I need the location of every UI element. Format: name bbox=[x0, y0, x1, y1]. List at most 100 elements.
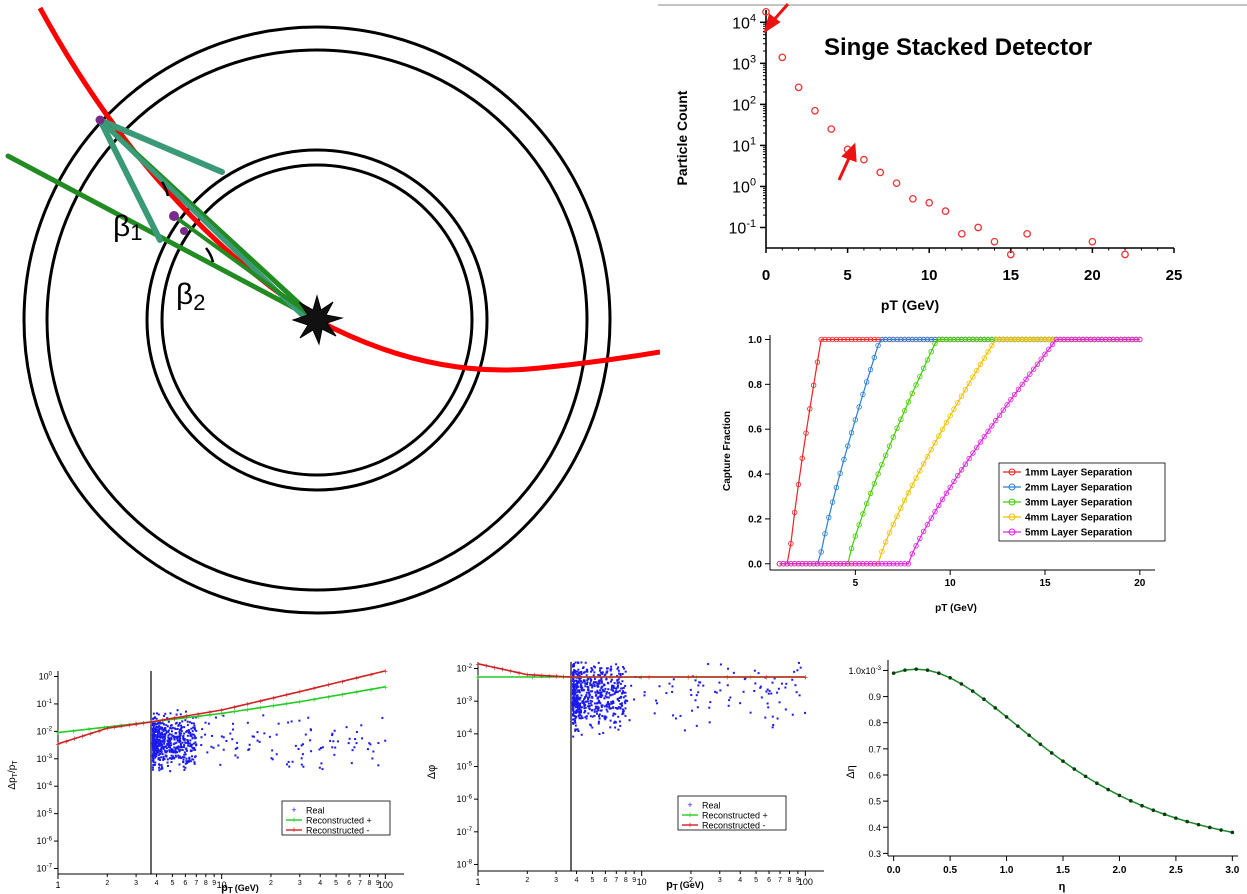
recon-minus-line-marker: + bbox=[160, 716, 166, 724]
real-point bbox=[643, 694, 646, 697]
real-point bbox=[598, 713, 601, 716]
real-point bbox=[177, 756, 180, 759]
real-point bbox=[585, 695, 588, 698]
real-point bbox=[580, 711, 583, 714]
x-tick-label: 4 bbox=[738, 877, 742, 884]
x-tick-label: 3.0 bbox=[1225, 865, 1239, 876]
real-point bbox=[619, 682, 622, 685]
real-point bbox=[155, 730, 158, 733]
real-point bbox=[600, 695, 603, 698]
deta-marker bbox=[1038, 742, 1043, 747]
real-point bbox=[171, 750, 174, 753]
recon-plus-line-marker: + bbox=[258, 704, 264, 712]
series-marker bbox=[875, 471, 881, 477]
real-point bbox=[157, 733, 160, 736]
real-point bbox=[578, 671, 581, 674]
real-point bbox=[160, 766, 163, 769]
series-marker bbox=[879, 336, 885, 343]
series-marker bbox=[886, 443, 893, 449]
x-tick-label: 8 bbox=[624, 877, 628, 884]
plot-axes: 0.0 0.5 1.0 1.5 2.0 2.5 3.0 1.0x10-3 0.9 0.8 0.7 0.… bbox=[849, 660, 1240, 876]
series-marker bbox=[1049, 341, 1056, 348]
series-marker bbox=[996, 336, 1003, 343]
real-point bbox=[615, 687, 618, 690]
real-point bbox=[621, 673, 624, 676]
real-point bbox=[605, 692, 608, 695]
y-tick-label-exp: -6 bbox=[47, 835, 53, 842]
recon-plus-line-marker: + bbox=[183, 714, 189, 722]
real-point bbox=[578, 703, 581, 706]
series-marker bbox=[894, 425, 900, 431]
series-marker bbox=[920, 460, 927, 467]
real-point bbox=[587, 686, 590, 689]
deta-marker bbox=[1061, 759, 1065, 764]
x-axis-label: pT (GeV) bbox=[221, 882, 259, 894]
series-marker bbox=[1030, 336, 1037, 343]
real-point bbox=[173, 749, 176, 752]
real-point bbox=[623, 700, 626, 703]
real-point bbox=[187, 744, 190, 747]
x-tick-label: 5 bbox=[754, 877, 758, 884]
y-tick-label: 10-4 bbox=[37, 780, 53, 791]
recon-minus-line-marker: + bbox=[546, 672, 552, 680]
real-point bbox=[353, 746, 356, 749]
real-point bbox=[610, 701, 613, 704]
real-point bbox=[575, 679, 578, 682]
real-point bbox=[160, 750, 163, 753]
real-point bbox=[579, 683, 582, 686]
real-point bbox=[160, 763, 163, 766]
y-axis-label: Particle Count bbox=[674, 90, 690, 185]
real-point bbox=[573, 694, 576, 697]
series-marker bbox=[864, 500, 870, 507]
y-tick-label: 10-6 bbox=[37, 835, 53, 846]
real-point bbox=[604, 687, 607, 690]
series-marker bbox=[1004, 402, 1010, 408]
dphi-chart: 1 2 3 4 5 6 7 8 9 10 2 3 4 5 6 7 8 910010-210-310-410-510… bbox=[426, 660, 824, 892]
real-point bbox=[573, 663, 576, 666]
series-marker bbox=[970, 336, 976, 343]
deta-marker bbox=[1185, 819, 1189, 824]
real-point bbox=[791, 678, 794, 681]
legend-marker: + bbox=[291, 805, 296, 815]
real-point bbox=[170, 733, 173, 736]
real-point bbox=[618, 720, 621, 723]
series-marker bbox=[1038, 356, 1044, 362]
real-point bbox=[573, 700, 576, 703]
deta-marker bbox=[1196, 822, 1201, 827]
real-point bbox=[348, 737, 351, 740]
series-marker bbox=[932, 440, 938, 446]
real-point bbox=[622, 712, 625, 715]
recon-minus-line-marker: + bbox=[80, 733, 86, 741]
real-point bbox=[573, 690, 576, 693]
real-point bbox=[294, 744, 297, 747]
real-point bbox=[596, 712, 599, 715]
real-point bbox=[588, 693, 591, 696]
real-point bbox=[332, 740, 335, 743]
y-tick-label: 10-7 bbox=[457, 826, 473, 837]
real-point bbox=[170, 754, 173, 757]
y-axis-label: Δη bbox=[845, 765, 857, 778]
series-marker bbox=[966, 336, 972, 343]
real-point bbox=[796, 669, 799, 672]
real-point bbox=[168, 749, 171, 752]
series-marker bbox=[981, 355, 988, 361]
real-point bbox=[152, 753, 155, 756]
real-point bbox=[151, 768, 154, 771]
recon-minus-line-marker: + bbox=[607, 674, 613, 682]
real-point bbox=[152, 740, 155, 743]
real-point bbox=[180, 744, 183, 747]
real-point bbox=[624, 714, 627, 717]
real-point bbox=[153, 747, 156, 750]
series-marker bbox=[886, 530, 893, 536]
real-point bbox=[287, 760, 290, 763]
series-marker bbox=[882, 561, 889, 567]
real-point bbox=[186, 760, 189, 763]
real-point bbox=[192, 716, 195, 719]
series-marker bbox=[1080, 336, 1086, 343]
real-point bbox=[572, 689, 575, 692]
recon-minus-line bbox=[57, 670, 386, 745]
real-point bbox=[598, 682, 601, 685]
real-point bbox=[583, 704, 586, 707]
x-tick-label: 100 bbox=[798, 877, 813, 887]
real-point bbox=[307, 716, 310, 719]
